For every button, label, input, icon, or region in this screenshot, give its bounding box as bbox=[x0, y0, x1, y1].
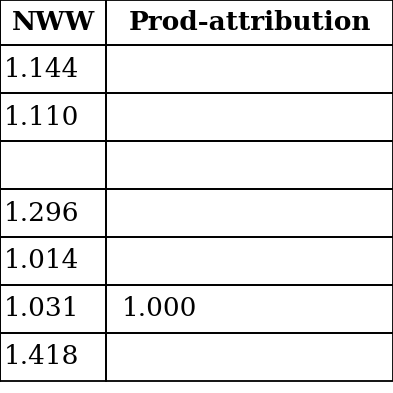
Text: 1.418: 1.418 bbox=[4, 344, 79, 369]
Text: 1.014: 1.014 bbox=[4, 248, 79, 274]
Text: 1.296: 1.296 bbox=[4, 200, 79, 226]
Text: NWW: NWW bbox=[11, 10, 95, 35]
Text: 1.110: 1.110 bbox=[4, 105, 79, 130]
Text: Prod-attribution: Prod-attribution bbox=[128, 10, 371, 35]
Text: 1.000: 1.000 bbox=[122, 296, 197, 321]
Text: 1.144: 1.144 bbox=[4, 57, 79, 82]
Text: 1.031: 1.031 bbox=[4, 296, 79, 321]
